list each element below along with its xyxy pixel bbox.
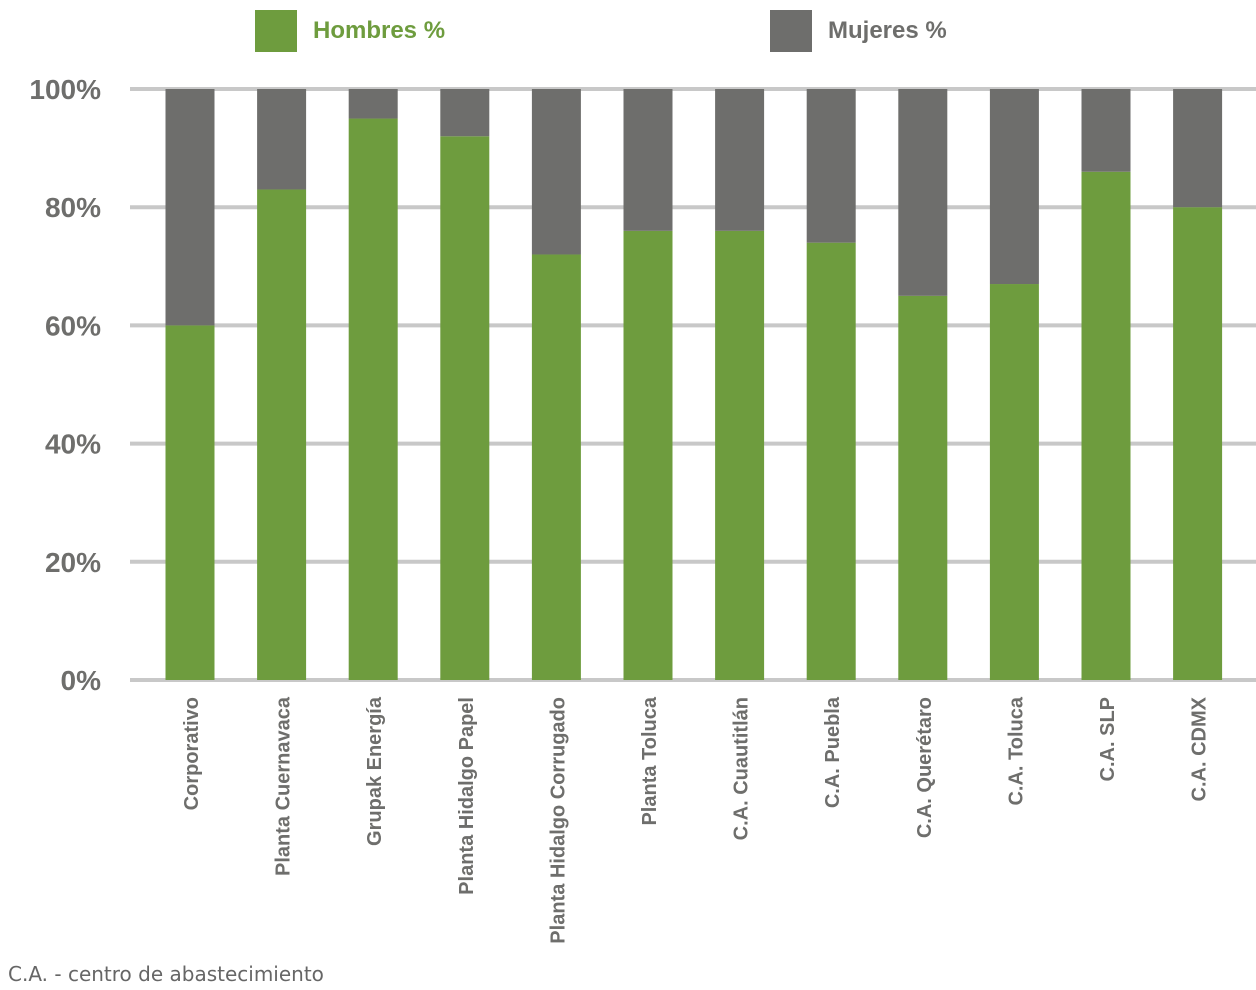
bar-mujeres [898, 89, 948, 296]
bar-mujeres [531, 89, 581, 255]
bar-hombres [440, 136, 490, 680]
bar-mujeres [989, 89, 1039, 285]
x-tick-label: Planta Toluca [639, 696, 661, 825]
bar-mujeres [1081, 89, 1131, 172]
y-tick-label: 80% [45, 192, 101, 223]
bar-hombres [715, 230, 765, 680]
bar-mujeres [806, 89, 856, 243]
x-tick-label: Planta Cuernavaca [273, 696, 295, 876]
bar-mujeres [348, 89, 398, 119]
bar-mujeres [440, 89, 490, 137]
legend-swatch-hombres [255, 10, 297, 52]
bar-mujeres [1173, 89, 1223, 208]
x-tick-label: C.A. Cuautitlán [731, 697, 753, 840]
legend-item-mujeres: Mujeres % [770, 10, 947, 52]
bar-hombres [623, 230, 673, 680]
x-tick-label: C.A. CDMX [1189, 696, 1211, 801]
y-tick-label: 40% [45, 429, 101, 460]
bar-mujeres [257, 89, 307, 190]
bar-hombres [1081, 171, 1131, 681]
y-tick-label: 100% [29, 74, 101, 105]
bar-hombres [531, 254, 581, 681]
footnote: C.A. - centro de abastecimiento [8, 962, 324, 986]
bar-hombres [1173, 207, 1223, 680]
bar-hombres [165, 325, 215, 680]
bar-hombres [806, 242, 856, 680]
x-tick-label: Planta Hidalgo Corrugado [547, 697, 569, 944]
x-tick-label: Planta Hidalgo Papel [456, 697, 478, 895]
x-tick-label: Grupak Energía [364, 696, 386, 846]
legend-swatch-mujeres [770, 10, 812, 52]
bar-hombres [348, 118, 398, 681]
x-tick-label: C.A. SLP [1097, 697, 1119, 781]
x-tick-label: C.A. Toluca [1005, 696, 1027, 805]
bar-hombres [257, 189, 307, 680]
y-tick-label: 60% [45, 310, 101, 341]
y-tick-label: 0% [61, 665, 102, 696]
x-tick-label: Corporativo [181, 697, 203, 810]
y-tick-label: 20% [45, 547, 101, 578]
legend-label-mujeres: Mujeres % [828, 17, 947, 44]
legend-item-hombres: Hombres % [255, 10, 445, 52]
bar-mujeres [165, 89, 215, 326]
x-tick-label: C.A. Puebla [822, 696, 844, 808]
legend-label-hombres: Hombres % [313, 17, 446, 44]
x-tick-label: C.A. Querétaro [914, 697, 936, 838]
bar-hombres [989, 284, 1039, 680]
legend: Hombres % Mujeres % [0, 10, 1256, 54]
bar-hombres [898, 295, 948, 680]
bar-mujeres [715, 89, 765, 231]
bar-mujeres [623, 89, 673, 231]
